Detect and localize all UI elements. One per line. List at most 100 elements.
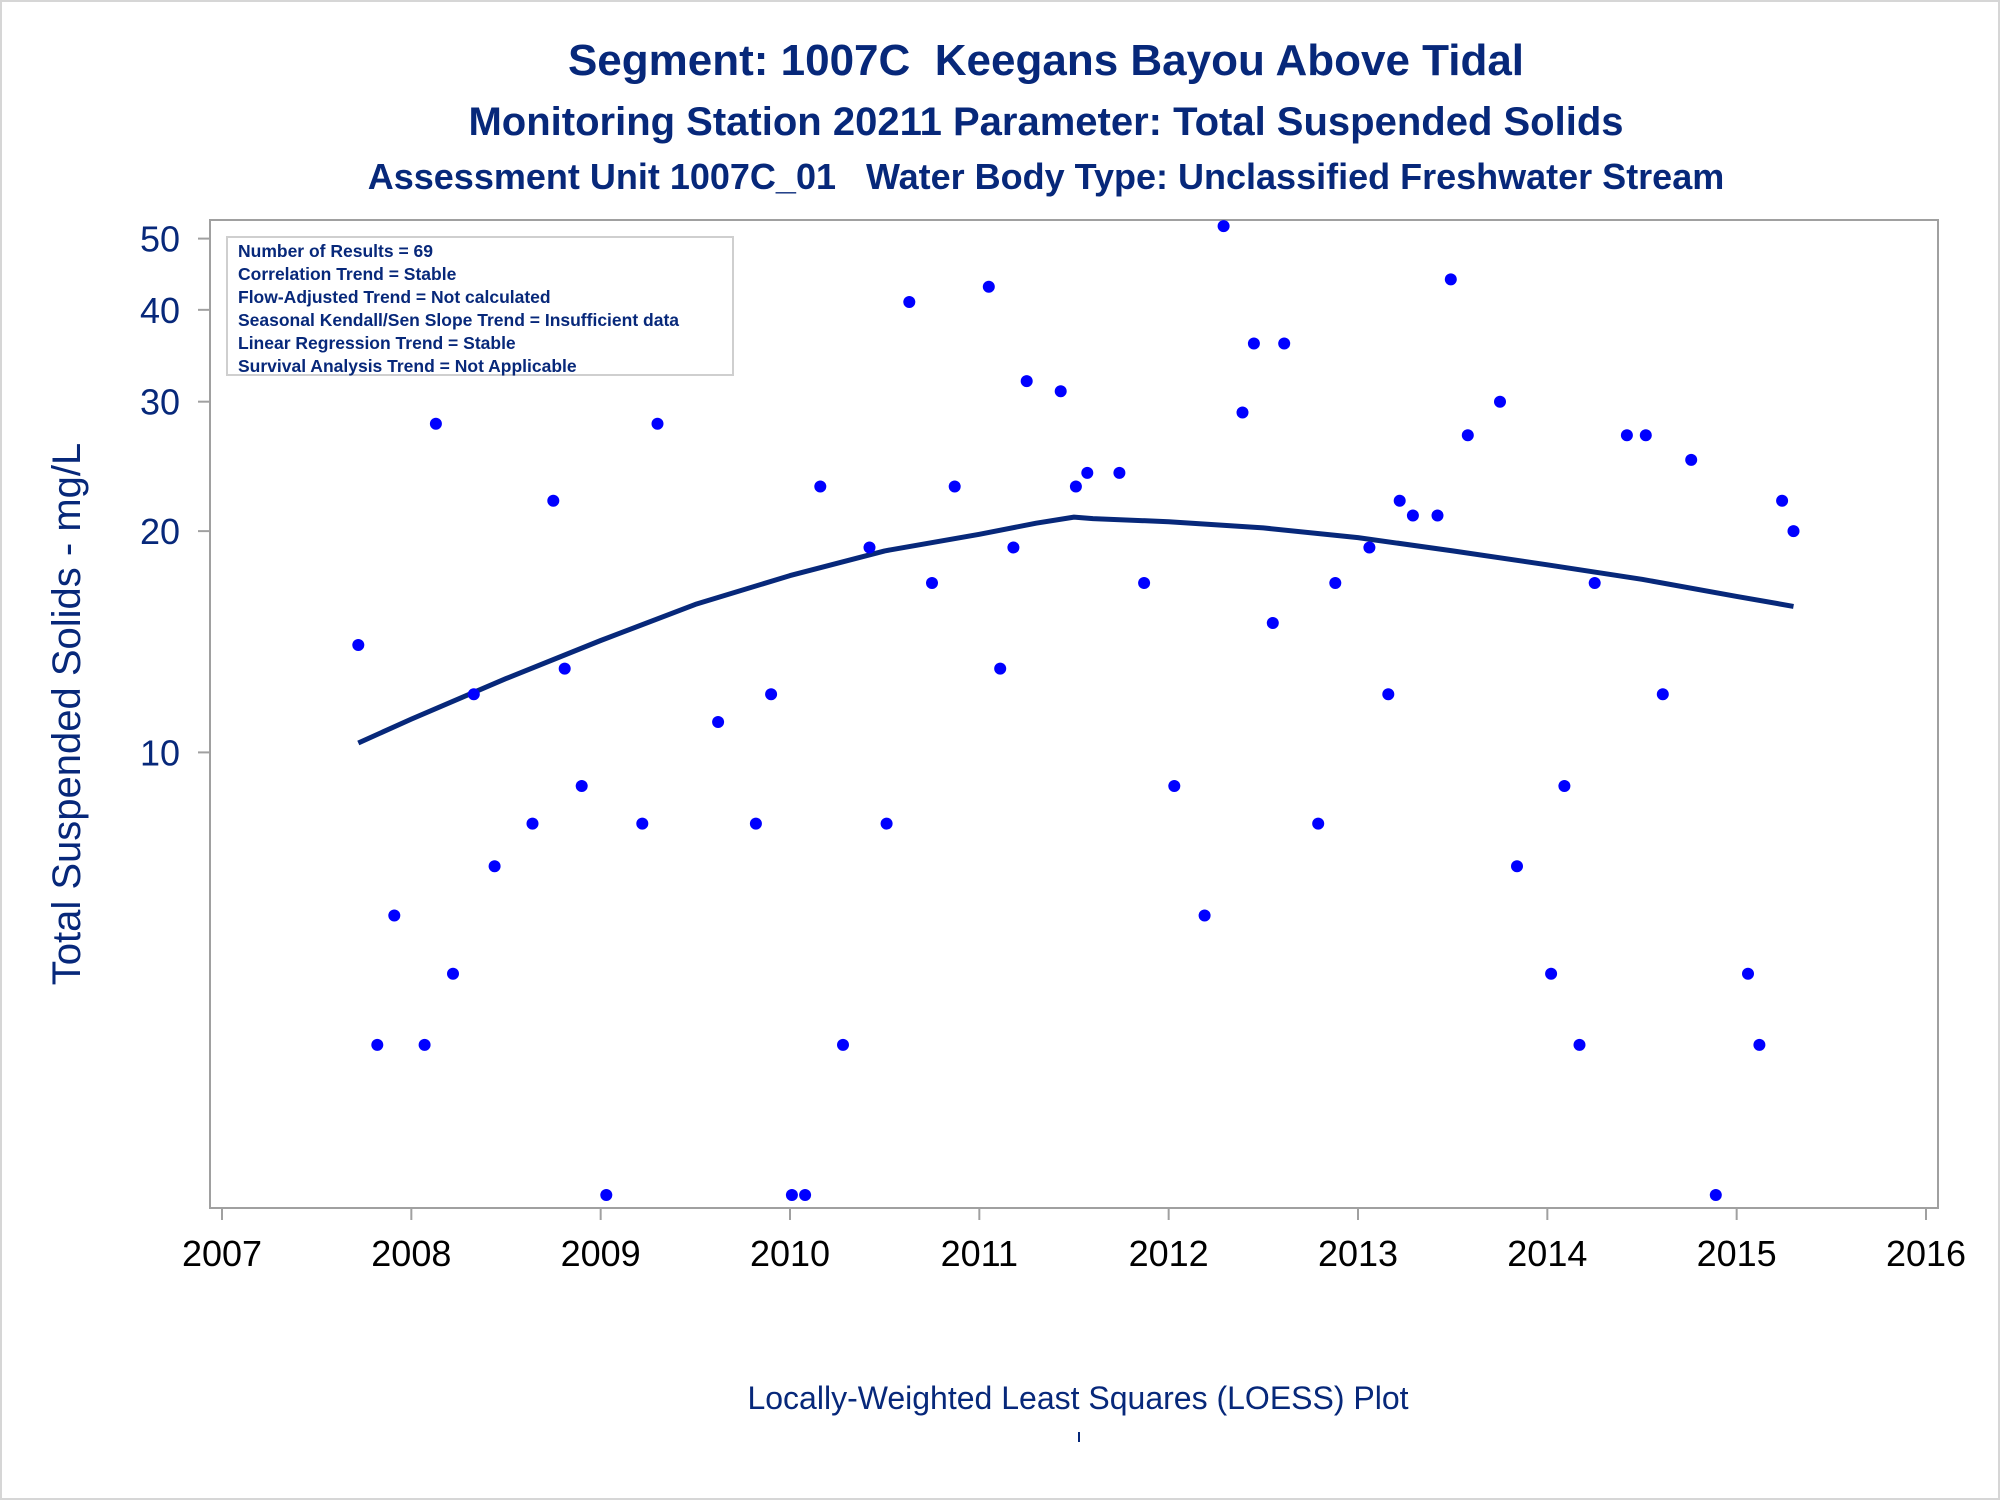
y-tick-label: 50 [140, 219, 180, 260]
data-point [651, 417, 664, 430]
x-tick-label: 2011 [941, 1233, 1018, 1274]
x-axis: 2007 2008 2009 2010 2011 2012 2013 2014 2015 2016 [182, 1208, 1966, 1274]
data-point [1138, 577, 1151, 589]
data-point [1247, 337, 1260, 350]
data-point [526, 817, 539, 830]
data-points-layer [352, 220, 1800, 1201]
data-point [1054, 385, 1067, 398]
data-point [418, 1038, 431, 1051]
data-point [636, 817, 649, 830]
data-point [575, 780, 588, 792]
x-tick-label: 2015 [1697, 1233, 1777, 1274]
x-tick-label: 2014 [1507, 1233, 1587, 1274]
data-point [948, 480, 961, 493]
y-tick-label: 30 [140, 382, 180, 423]
loess-curve [357, 514, 1794, 746]
data-point [982, 280, 995, 293]
data-point [1266, 617, 1279, 629]
y-axis: 10 20 30 40 50 [140, 219, 210, 773]
x-tick-label: 2008 [371, 1233, 451, 1274]
x-tick-label: 2012 [1129, 1233, 1209, 1274]
data-point [1007, 541, 1020, 554]
data-point [785, 1189, 798, 1201]
data-point [1461, 429, 1474, 442]
data-point [1742, 967, 1754, 980]
x-tick-label: 2013 [1318, 1233, 1398, 1274]
data-point [814, 480, 827, 493]
data-point [1406, 509, 1419, 522]
data-point [1494, 395, 1506, 408]
data-point [1588, 577, 1601, 589]
y-tick-label: 40 [140, 290, 180, 331]
data-point [1278, 337, 1291, 350]
plot-area [209, 219, 1939, 1209]
data-point [1685, 453, 1698, 466]
data-point [765, 688, 778, 701]
data-point [1558, 780, 1571, 792]
data-point [447, 967, 459, 980]
data-point [1393, 494, 1406, 507]
stat-seasonal-kendall-trend: Seasonal Kendall/Sen Slope Trend = Insuf… [238, 310, 680, 330]
stat-correlation-trend: Correlation Trend = Stable [238, 264, 457, 284]
y-tick-label: 20 [140, 511, 180, 552]
x-tick-label: 2010 [750, 1233, 830, 1274]
data-point [1168, 780, 1181, 792]
data-point [488, 860, 501, 873]
data-point [1444, 273, 1457, 286]
data-point [926, 577, 938, 589]
data-point [1236, 406, 1249, 419]
y-axis-label: Total Suspended Solids - mg/L [45, 443, 89, 986]
chart-subtitle: Monitoring Station 20211 Parameter: Tota… [468, 100, 1624, 144]
data-point [1363, 541, 1376, 554]
data-point [1787, 525, 1800, 538]
chart-title: Segment: 1007C Keegans Bayou Above Tidal [567, 36, 1525, 85]
data-point [1312, 817, 1325, 830]
data-point [429, 417, 442, 430]
data-point [994, 662, 1007, 675]
data-point [388, 909, 401, 922]
data-point [1656, 688, 1669, 701]
data-point [880, 817, 893, 830]
data-point [1545, 967, 1558, 980]
data-point [371, 1038, 384, 1051]
data-point [558, 662, 571, 675]
data-point [547, 494, 560, 507]
data-point [1069, 480, 1082, 493]
data-point [749, 817, 762, 830]
stat-survival-analysis-trend: Survival Analysis Trend = Not Applicable [238, 356, 577, 376]
data-point [352, 639, 365, 651]
data-point [1382, 688, 1395, 701]
stat-linear-regression-trend: Linear Regression Trend = Stable [238, 333, 516, 353]
data-point [1113, 466, 1126, 479]
x-tick-label: 2009 [561, 1233, 641, 1274]
plot-footnote: Locally-Weighted Least Squares (LOESS) P… [747, 1380, 1409, 1416]
chart-subtitle-2: Assessment Unit 1007C_01 Water Body Type… [367, 156, 1725, 197]
data-point [1081, 466, 1094, 479]
data-point [467, 688, 480, 701]
data-point [1198, 909, 1211, 922]
trend-statistics-box: Number of Results = 69 Correlation Trend… [226, 236, 734, 376]
data-point [903, 296, 916, 308]
data-point [1639, 429, 1652, 442]
data-point [1217, 220, 1230, 233]
data-point [1776, 494, 1789, 507]
data-point [1020, 375, 1033, 388]
data-point [1620, 429, 1633, 442]
loess-curve-layer [357, 514, 1794, 746]
footnote-tick [1078, 1432, 1080, 1442]
data-point [1329, 577, 1342, 589]
stat-number-of-results: Number of Results = 69 [238, 241, 433, 261]
data-point [863, 541, 876, 554]
data-point [712, 716, 725, 728]
y-tick-label: 10 [140, 732, 180, 773]
data-point [600, 1189, 613, 1201]
data-point [1753, 1038, 1766, 1051]
data-point [1709, 1189, 1722, 1201]
data-point [837, 1038, 849, 1051]
data-point [1431, 509, 1444, 522]
x-tick-label: 2016 [1886, 1233, 1966, 1274]
x-tick-label: 2007 [182, 1233, 262, 1274]
data-point [799, 1189, 812, 1201]
